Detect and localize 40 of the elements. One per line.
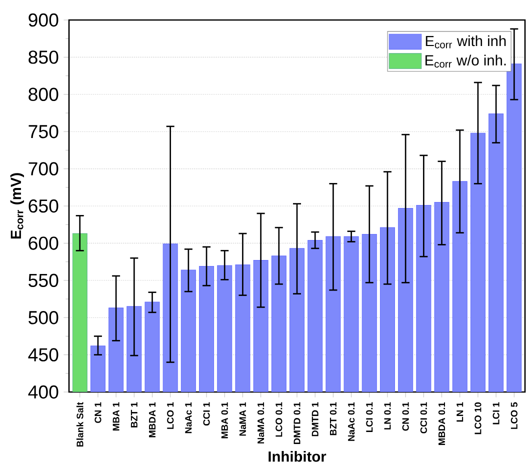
- x-tick-label: CCI 0.1: [420, 402, 427, 434]
- y-tick-label: 850: [28, 50, 58, 64]
- y-tick-label: 800: [28, 88, 58, 102]
- x-tick-label: CCI 1: [203, 402, 210, 426]
- x-tick-label: LCO 0.1: [276, 402, 282, 437]
- y-tick-label: 550: [28, 274, 58, 288]
- y-tick-label: 450: [28, 348, 58, 362]
- x-tick-label: BZT 0.1: [330, 402, 336, 436]
- legend-label: E$_{corr}$ w/o inh.: [426, 54, 506, 68]
- x-tick-label: DMTD 0.1: [294, 402, 300, 444]
- x-tick-label: Blank Salt: [76, 402, 84, 447]
- x-tick-label: MBDA 1: [149, 402, 156, 438]
- x-tick-label: NaAc 0.1: [348, 402, 355, 441]
- x-tick-label: BZT 1: [130, 402, 138, 428]
- x-tick-label: DMTD 1: [312, 402, 318, 436]
- legend-label: E$_{corr}$ with inh: [426, 35, 506, 48]
- y-tick-label: 500: [28, 310, 58, 324]
- y-tick-label: 750: [28, 124, 58, 138]
- x-tick-label: LCI 1: [492, 402, 500, 424]
- x-tick-label: LN 0.1: [384, 402, 391, 430]
- x-tick-label: LCO 10: [474, 402, 482, 434]
- x-axis-title: Inhibitor: [268, 450, 326, 462]
- x-tick-label: CN 1: [94, 402, 102, 423]
- y-axis-title: E$_{corr}$ (mV): [10, 173, 24, 239]
- y-tick-label: 600: [28, 236, 58, 250]
- x-tick-label: NaMA 1: [239, 402, 246, 436]
- x-tick-label: LCO 1: [167, 402, 174, 429]
- x-tick-label: MBDA 0.1: [438, 402, 446, 445]
- x-tick-label: MBA 1: [112, 402, 120, 430]
- y-tick-label: 700: [28, 162, 58, 176]
- y-tick-label: 900: [28, 13, 58, 27]
- x-tick-label: LCI 0.1: [366, 402, 373, 432]
- x-tick-label: LCO 5: [510, 402, 518, 429]
- x-tick-label: MBA 0.1: [221, 402, 228, 438]
- x-tick-label: NaAc 1: [185, 402, 192, 434]
- x-tick-label: CN 0.1: [402, 402, 409, 431]
- x-tick-label: LN 1: [456, 402, 464, 422]
- y-tick-label: 650: [28, 199, 58, 213]
- x-tick-label: NaMA 0.1: [258, 402, 264, 444]
- y-tick-label: 400: [28, 385, 58, 399]
